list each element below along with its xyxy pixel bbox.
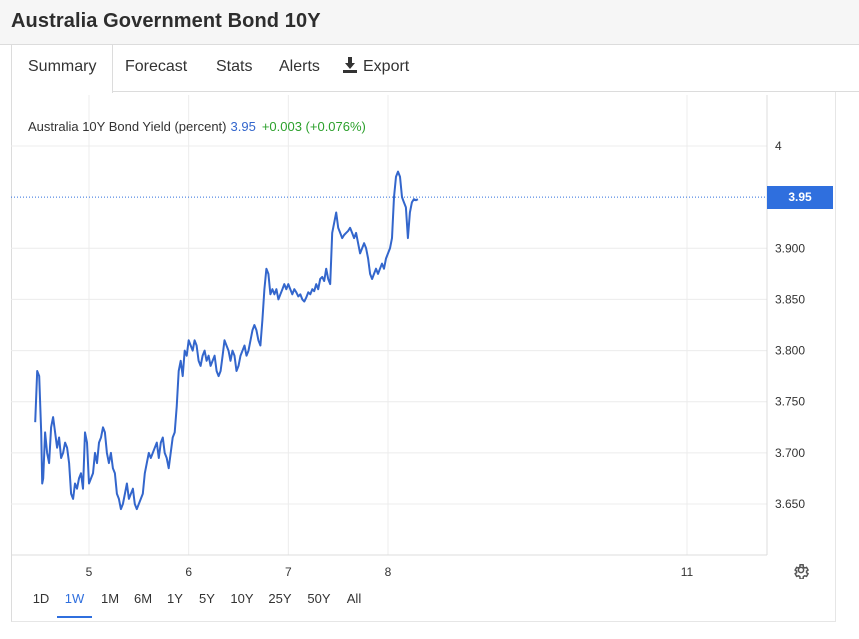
x-axis-ticks: 5 6 7 8 11 [86, 565, 694, 579]
current-price-badge: 3.95 [767, 186, 833, 209]
legend-last-value: 3.95 [230, 119, 256, 134]
range-50y[interactable]: 50Y [307, 591, 331, 606]
x-tick-label: 11 [681, 565, 694, 579]
range-10y[interactable]: 10Y [230, 591, 254, 606]
chart-grid [11, 95, 768, 556]
y-tick-label: 3.700 [775, 446, 805, 460]
tab-stats[interactable]: Stats [216, 58, 253, 75]
x-tick-label: 7 [285, 565, 292, 579]
chart-legend: Australia 10Y Bond Yield (percent) 3.95 +0… [28, 119, 366, 134]
legend-series-name: Australia 10Y Bond Yield (percent) [28, 119, 227, 134]
y-tick-label: 3.750 [775, 395, 805, 409]
y-tick-label: 3.650 [775, 497, 805, 511]
chart-panel [11, 92, 836, 622]
x-tick-label: 8 [385, 565, 392, 579]
x-tick-label: 5 [86, 565, 93, 579]
range-1y[interactable]: 1Y [167, 591, 183, 606]
y-tick-label: 4 [775, 139, 782, 153]
page-title: Australia Government Bond 10Y [11, 10, 321, 32]
range-1d[interactable]: 1D [32, 591, 50, 606]
y-tick-label: 3.800 [775, 344, 805, 358]
tab-forecast[interactable]: Forecast [125, 58, 188, 75]
download-icon [343, 57, 357, 73]
tab-export-label: Export [363, 58, 410, 75]
range-5y[interactable]: 5Y [199, 591, 215, 606]
tab-alerts[interactable]: Alerts [279, 58, 320, 75]
range-all[interactable]: All [346, 591, 362, 606]
series-line-layer [34, 170, 419, 511]
tab-export[interactable]: Export [343, 45, 409, 92]
tab-summary[interactable]: Summary [11, 45, 114, 93]
y-axis-ticks: 4 3.900 3.850 3.800 3.750 3.700 3.650 [775, 139, 805, 511]
range-1m[interactable]: 1M [100, 591, 120, 606]
range-1w[interactable]: 1W [57, 588, 92, 618]
gear-icon[interactable] [792, 561, 810, 579]
range-6m[interactable]: 6M [133, 591, 153, 606]
tab-bar: Summary Forecast Stats Alerts Export [11, 45, 859, 93]
y-tick-label: 3.900 [775, 241, 805, 255]
series-line [34, 170, 419, 511]
y-tick-label: 3.850 [775, 292, 805, 306]
page-header: Australia Government Bond 10Y [0, 0, 859, 45]
x-tick-label: 6 [185, 565, 192, 579]
legend-change: +0.003 (+0.076%) [261, 119, 366, 134]
range-25y[interactable]: 25Y [268, 591, 292, 606]
